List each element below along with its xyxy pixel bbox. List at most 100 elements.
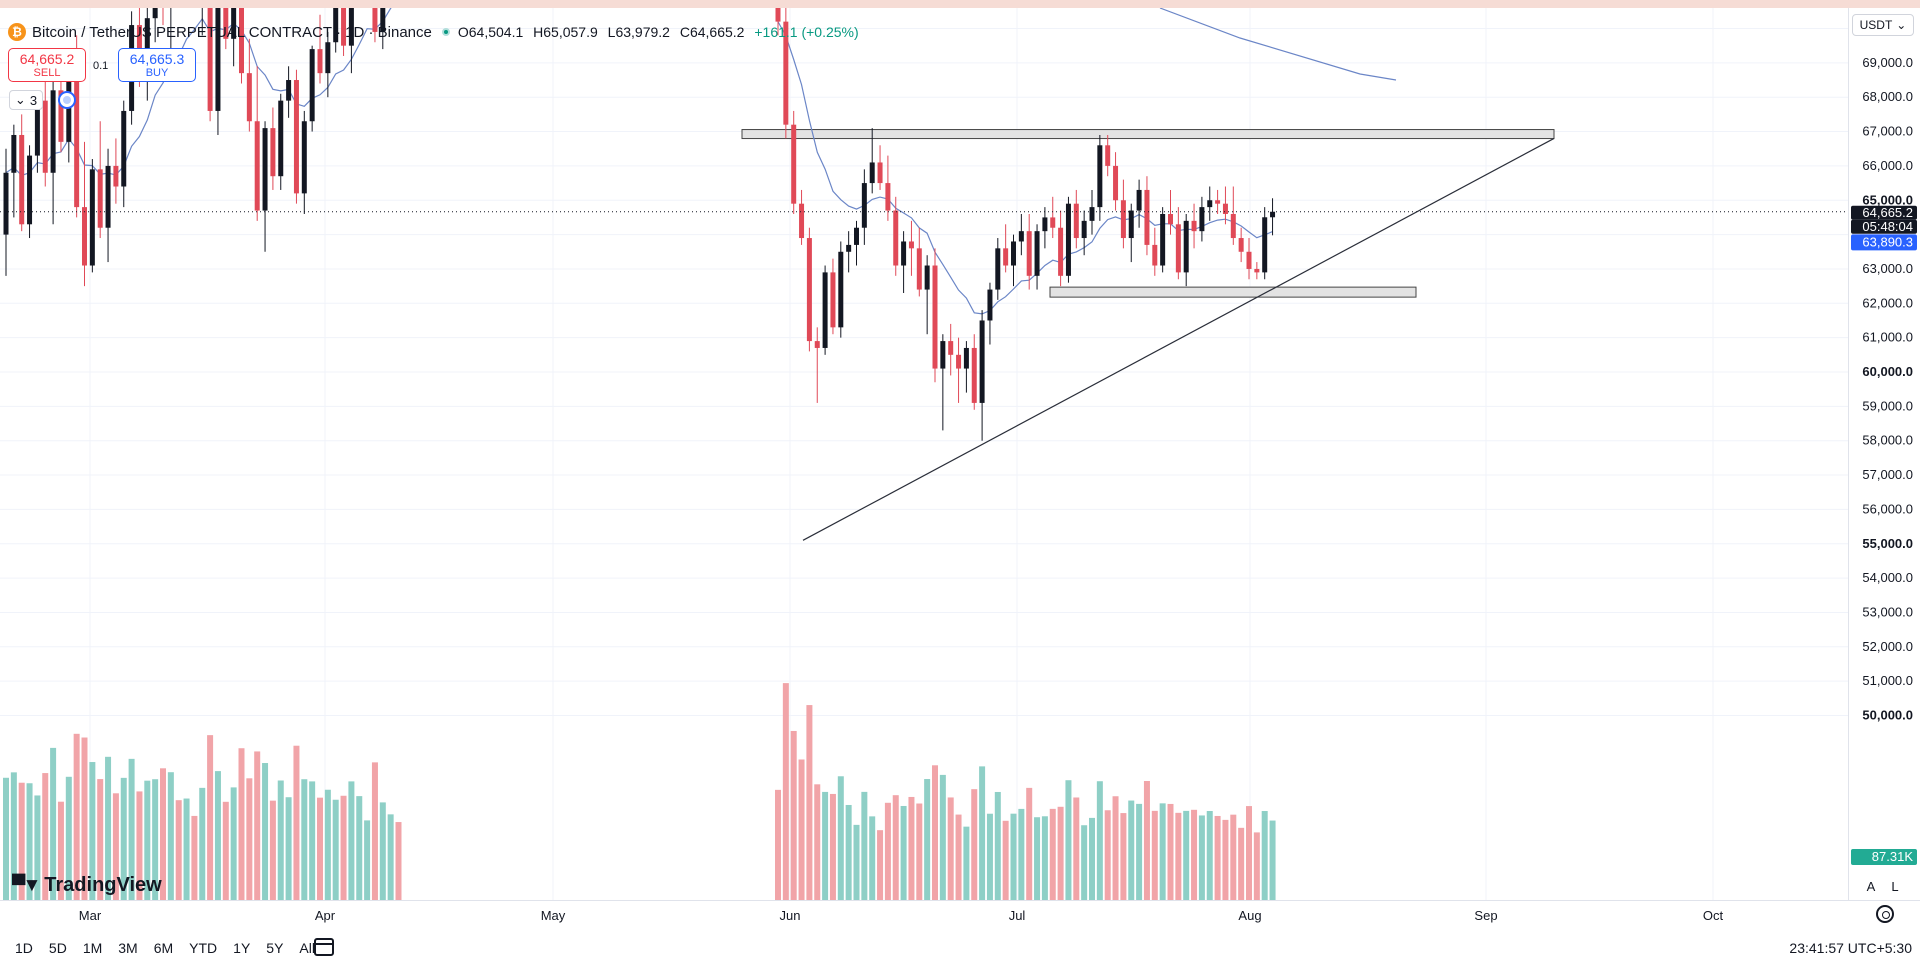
volume-bar <box>214 771 221 900</box>
candle-body <box>89 169 95 266</box>
range-button-5d[interactable]: 5D <box>48 940 67 956</box>
volume-bar <box>853 824 860 900</box>
candle-body <box>854 227 859 245</box>
candle-body <box>1081 220 1087 239</box>
candles <box>3 8 1276 441</box>
volume-bar <box>356 796 363 900</box>
price-scale[interactable]: 72,000.071,000.070,000.069,000.068,000.0… <box>1848 8 1920 900</box>
candle-body <box>791 124 797 204</box>
candle-body <box>286 80 292 101</box>
range-button-1m[interactable]: 1M <box>82 940 103 956</box>
indicators-toggle-button[interactable]: ⌄ 3 <box>9 90 43 110</box>
buy-price: 64,665.3 <box>129 51 185 67</box>
candle-body <box>239 8 244 74</box>
volume-bar <box>301 779 308 900</box>
volume-bar <box>246 778 253 900</box>
price-chart[interactable] <box>0 8 1848 900</box>
volume-bar <box>1128 800 1135 900</box>
sync-icon[interactable] <box>58 91 76 109</box>
x-tick-label: Sep <box>1474 908 1498 923</box>
candle-body <box>278 100 284 177</box>
range-button-all[interactable]: All <box>299 940 315 956</box>
volume-bar <box>340 795 347 900</box>
volume-bar <box>1002 820 1009 900</box>
candle-body <box>1270 211 1276 218</box>
volume-bar <box>1143 781 1150 900</box>
y-tick-label: 55,000.0 <box>1862 536 1913 551</box>
chevron-down-icon: ⌄ <box>14 92 26 107</box>
volume-bar <box>1191 809 1198 900</box>
volume-bar <box>34 795 41 900</box>
volume-badge: 87.31K <box>1872 849 1914 864</box>
range-button-1y[interactable]: 1Y <box>233 940 251 956</box>
candle-body <box>34 100 40 156</box>
candle-body <box>846 244 852 252</box>
candle-body <box>152 8 158 19</box>
candle-body <box>1230 213 1236 239</box>
volume-bar <box>97 779 104 900</box>
volume-bar <box>293 745 300 900</box>
volume-bar <box>144 780 151 900</box>
volume-bar <box>73 733 80 900</box>
log-scale-button[interactable]: L <box>1891 878 1899 894</box>
range-button-6m[interactable]: 6M <box>153 940 174 956</box>
price-scale-labels[interactable]: 72,000.071,000.070,000.069,000.068,000.0… <box>1849 8 1920 900</box>
volume-bar <box>1034 817 1041 900</box>
candle-body <box>956 354 962 369</box>
candle-body <box>1191 220 1197 232</box>
candle-body <box>1105 145 1111 166</box>
clock-display[interactable]: 23:41:57 UTC+5:30 <box>1789 940 1912 956</box>
volume-badge-bg <box>1851 849 1917 865</box>
volume-bar <box>861 791 868 900</box>
range-button-1d[interactable]: 1D <box>15 940 33 956</box>
volume-bar <box>1010 813 1017 900</box>
range-button-ytd[interactable]: YTD <box>189 940 218 956</box>
calendar-icon[interactable] <box>314 938 334 956</box>
volume-bar <box>65 776 72 900</box>
sell-label: SELL <box>33 67 61 79</box>
candle-body <box>97 169 103 228</box>
candle-body <box>1089 207 1095 221</box>
candle-body <box>42 100 48 173</box>
candle-body <box>317 49 323 74</box>
candle-body <box>901 241 907 266</box>
chart-pane[interactable]: ₿ Bitcoin / TetherUS PERPETUAL CONTRACT … <box>0 8 1848 900</box>
tradingview-logo[interactable]: ▀▼ TradingView <box>12 874 162 897</box>
x-tick-label: May <box>540 908 566 923</box>
y-tick-label: 63,000.0 <box>1862 261 1913 276</box>
symbol-legend[interactable]: ₿ Bitcoin / TetherUS PERPETUAL CONTRACT … <box>8 22 859 42</box>
x-tick-label: Jul <box>1008 908 1026 923</box>
currency-selector[interactable]: USDT ⌄ <box>1852 14 1914 36</box>
auto-scale-button[interactable]: A <box>1866 878 1876 894</box>
sell-button[interactable]: 64,665.2 SELL <box>8 48 86 82</box>
range-button-3m[interactable]: 3M <box>118 940 138 956</box>
volume-bar <box>1222 819 1229 900</box>
volume-bar <box>395 822 402 900</box>
candle-body <box>1238 238 1244 252</box>
volume-bar <box>908 796 915 900</box>
volume-bar <box>782 683 789 900</box>
y-tick-label: 58,000.0 <box>1862 433 1913 448</box>
gear-icon[interactable] <box>1876 905 1894 923</box>
candle-body <box>309 49 315 122</box>
range-button-5y[interactable]: 5Y <box>266 940 284 956</box>
volume-bar <box>1120 813 1127 900</box>
volume-bar <box>877 830 884 900</box>
y-tick-label: 52,000.0 <box>1862 639 1913 654</box>
volume-bar <box>230 787 237 900</box>
volume-bar <box>837 776 844 900</box>
candle-body <box>1160 213 1166 266</box>
candle-body <box>27 155 33 225</box>
volume-bar <box>806 705 813 900</box>
candle-body <box>1026 231 1032 276</box>
volume-bar <box>1206 811 1213 900</box>
volume-bar <box>892 795 899 900</box>
volume-bar <box>57 801 64 900</box>
y-tick-label: 57,000.0 <box>1862 467 1913 482</box>
buy-button[interactable]: 64,665.3 BUY <box>118 48 196 82</box>
volume-bar <box>1018 808 1025 900</box>
symbol-title[interactable]: Bitcoin / TetherUS PERPETUAL CONTRACT · … <box>32 23 432 41</box>
volume-bar <box>814 784 821 900</box>
time-axis[interactable]: Mar Apr May Jun Jul Aug Sep Oct <box>0 900 1920 928</box>
candle-body <box>924 265 930 290</box>
